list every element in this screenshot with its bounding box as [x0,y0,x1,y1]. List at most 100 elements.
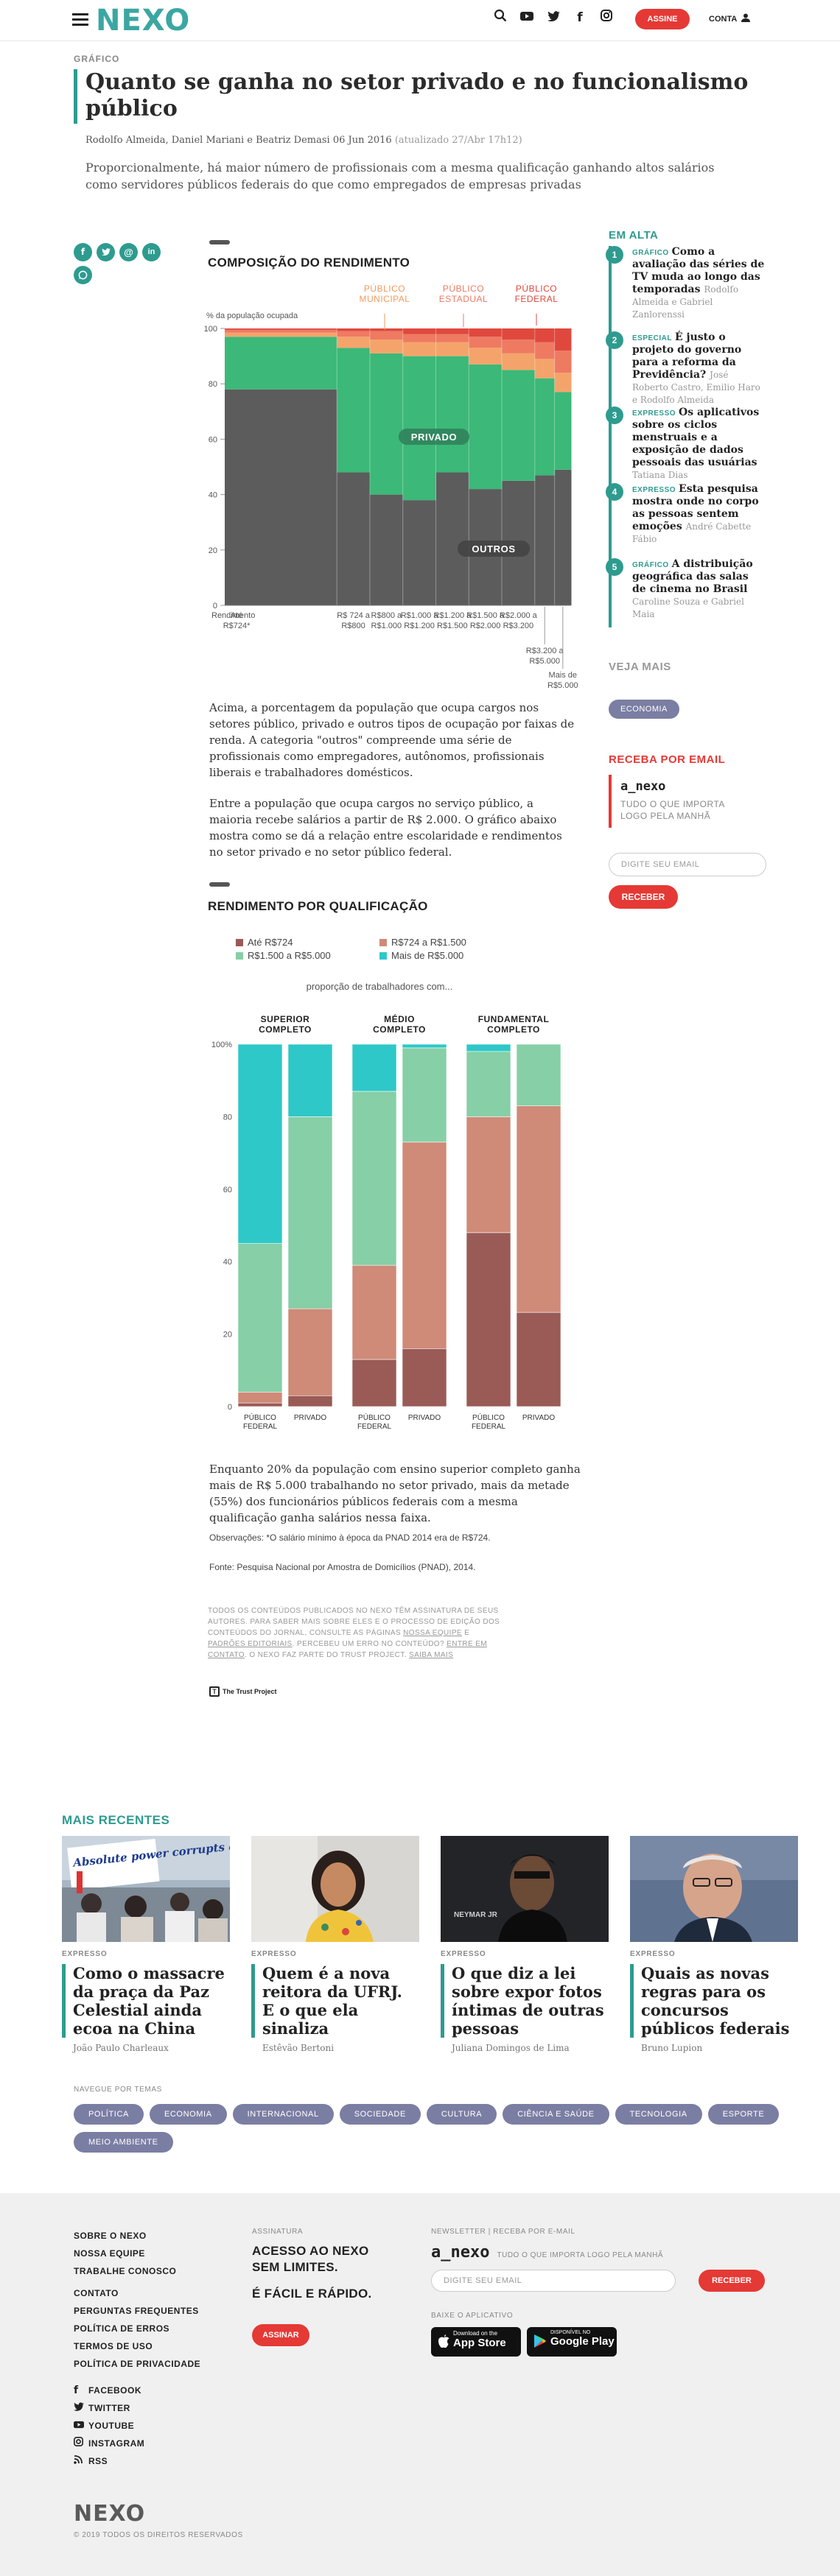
footer-instagram[interactable]: INSTAGRAM [74,2435,144,2452]
trending-title[interactable]: EXPRESSO Esta pesquisa mostra onde no cor… [632,483,759,544]
footer-logo[interactable]: NEXO [74,2501,146,2527]
theme-tag[interactable]: ECONOMIA [149,2104,227,2125]
link-nossa-equipe[interactable]: NOSSA EQUIPE [403,1629,462,1637]
article-title: Quanto se ganha no setor privado e no fu… [85,69,749,122]
trending-title[interactable]: GRÁFICO Como a avaliação das séries de TV… [632,246,765,320]
footer-receive-button[interactable]: RECEBER [699,2270,765,2292]
app-store-button[interactable]: Download on the App Store [431,2327,521,2357]
recent-card[interactable]: Absolute power corrupts absolutely EXPRE… [62,1836,230,2054]
footer-link[interactable]: POLÍTICA DE ERROS [74,2323,170,2334]
area-segment-3-7 [534,342,556,359]
recent-image-neymar[interactable]: NEYMAR JR [441,1836,609,1942]
top-navigation-bar: NEXO f ASSINE CONTA [0,0,840,41]
share-twitter-icon[interactable] [97,243,115,261]
trending-accent-line [609,246,612,627]
nexo-logo[interactable]: NEXO [96,4,191,38]
area-segment-0-3 [402,500,436,605]
newsletter-name: a_nexo [620,779,666,794]
recent-card[interactable]: NEYMAR JR EXPRESSO O que diz a lei sobre… [441,1836,609,2054]
trending-title[interactable]: ESPECIAL É justo o projeto do governo par… [632,331,760,405]
app-heading: BAIXE O APLICATIVO [431,2312,514,2320]
share-email-icon[interactable]: @ [119,243,138,261]
area-segment-3-1 [337,331,371,337]
article-kicker[interactable]: GRÁFICO [74,54,120,64]
footer-link[interactable]: CONTATO [74,2288,119,2298]
footer-link[interactable]: SOBRE O NEXO [74,2231,147,2241]
recent-image-minister[interactable] [630,1836,798,1942]
footer-link[interactable]: TERMOS DE USO [74,2341,153,2351]
label-municipal-line2: MUNICIPAL [360,294,410,304]
footer-twitter[interactable]: TWITTER [74,2399,144,2417]
footer-rss[interactable]: RSS [74,2452,144,2470]
link-padroes-editoriais[interactable]: PADRÕES EDITORIAIS [208,1640,293,1648]
theme-tag[interactable]: MEIO AMBIENTE [74,2132,173,2153]
share-linkedin-icon[interactable]: in [142,243,161,261]
footer-email-input[interactable]: DIGITE SEU EMAIL [431,2270,676,2292]
share-buttons: f @ in [74,243,169,284]
trending-item[interactable]: 1 GRÁFICO Como a avaliação das séries de T… [606,246,765,321]
theme-tag[interactable]: INTERNACIONAL [232,2104,334,2125]
trending-heading: EM ALTA [609,229,659,242]
youtube-icon[interactable] [519,10,535,25]
rank-number: 2 [606,331,623,349]
subscribe-footer-button[interactable]: ASSINAR [252,2324,309,2346]
footer-social: f FACEBOOK TWITTER YOUTUBE INSTAGRAM RSS [74,2382,144,2470]
receive-button[interactable]: RECEBER [609,885,678,909]
recent-image-portrait[interactable] [251,1836,419,1942]
trending-item[interactable]: 3 EXPRESSO Os aplicativos sobre os ciclos … [606,407,765,482]
twitter-icon[interactable] [545,10,561,25]
chart2-subtitle: proporção de trabalhadores com... [307,981,453,992]
area-segment-1-8 [554,392,572,470]
email-input[interactable]: DIGITE SEU EMAIL [609,853,766,876]
trending-item[interactable]: 2 ESPECIAL É justo o projeto do governo pa… [606,331,765,407]
subscribe-button[interactable]: ASSINE [635,9,690,29]
google-play-button[interactable]: DISPONÍVEL NO Google Play [527,2327,617,2357]
bar-segment-3-3 [402,1044,447,1049]
recent-card[interactable]: EXPRESSO Quais as novas regras para os c… [630,1836,798,2054]
search-icon[interactable] [492,9,508,26]
footer-youtube[interactable]: YOUTUBE [74,2417,144,2435]
area-segment-2-2 [369,339,404,353]
link-entre-em-contato[interactable]: ENTRE EM CONTATO [208,1640,488,1659]
theme-tag[interactable]: ESPORTE [707,2104,780,2125]
footer-facebook[interactable]: f FACEBOOK [74,2385,142,2396]
theme-tag[interactable]: CULTURA [426,2104,497,2125]
footer-link[interactable]: POLÍTICA DE PRIVACIDADE [74,2359,201,2369]
facebook-icon[interactable]: f [577,10,583,25]
menu-icon[interactable] [72,13,88,27]
x-tick-label: PRIVADO [294,1414,326,1422]
subscription-line1: ACESSO AO NEXO SEM LIMITES. [252,2244,369,2274]
copyright: © 2019 TODOS OS DIREITOS RESERVADOS [74,2531,243,2539]
area-segment-0-4 [435,472,469,605]
x-tick-label: R$3.200 a [526,647,564,655]
y-tick-label: 100 [204,325,217,334]
share-facebook-icon[interactable]: f [74,243,92,261]
trending-item[interactable]: 4 EXPRESSO Esta pesquisa mostra onde no co… [606,483,765,546]
trending-title[interactable]: EXPRESSO Os aplicativos sobre os ciclos m… [632,407,760,480]
legend-swatch [236,952,243,960]
recent-image-protest[interactable]: Absolute power corrupts absolutely [62,1836,230,1942]
theme-tag[interactable]: TECNOLOGIA [615,2104,702,2125]
rss-icon [74,2455,83,2464]
updated-date: (atualizado 27/Abr 17h12) [394,135,522,146]
footer-link[interactable]: PERGUNTAS FREQUENTES [74,2306,199,2316]
section-marker [209,882,230,887]
trending-item[interactable]: 5 GRÁFICO A distribuição geográfica das sa… [606,558,765,621]
footer-link[interactable]: NOSSA EQUIPE [74,2248,145,2259]
theme-tag[interactable]: SOCIEDADE [339,2104,421,2125]
header-icons: f [492,9,615,26]
trending-title[interactable]: GRÁFICO A distribuição geográfica das sal… [632,558,753,619]
footer-link[interactable]: TRABALHE CONOSCO [74,2266,177,2276]
see-more-tag[interactable]: ECONOMIA [609,700,679,719]
trust-project-logo[interactable]: T The Trust Project [209,1686,277,1697]
share-whatsapp-icon[interactable] [74,266,92,284]
account-link[interactable]: CONTA [709,10,750,28]
rank-number: 5 [606,558,623,576]
theme-tag[interactable]: CIÊNCIA E SAÚDE [503,2104,609,2125]
authors[interactable]: Rodolfo Almeida, Daniel Mariani e Beatri… [85,135,330,146]
theme-tag[interactable]: POLÍTICA [74,2104,144,2125]
link-saiba-mais[interactable]: SAIBA MAIS [409,1651,454,1659]
recent-card[interactable]: EXPRESSO Quem é a nova reitora da UFRJ. … [251,1836,419,2054]
bar-segment-5-2 [516,1044,561,1106]
instagram-icon[interactable] [598,10,615,25]
